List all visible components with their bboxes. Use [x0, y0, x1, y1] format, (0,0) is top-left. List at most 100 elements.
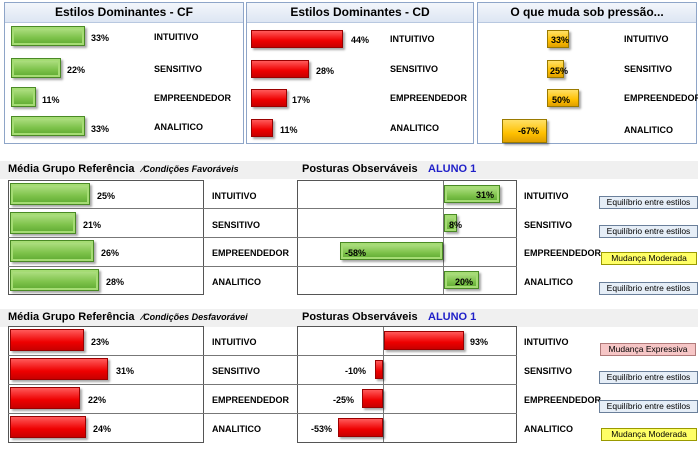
panel-cf-title: Estilos Dominantes - CF	[5, 3, 243, 23]
row-divider	[8, 266, 204, 267]
cd-bar-analitico	[251, 119, 273, 137]
fav-obs-bar-sensitivo	[444, 214, 457, 232]
row-divider	[204, 237, 517, 238]
panel-pressure: O que muda sob pressão... 33% INTUITIVO …	[477, 2, 698, 144]
desf-ref-bar-analitico	[10, 416, 86, 438]
row-divider	[8, 208, 204, 209]
row-divider	[8, 384, 517, 385]
fav-obs-pct-empreendedor: -58%	[345, 248, 367, 258]
pressure-bar-intuitivo	[547, 30, 569, 48]
desf-label2-intuitivo: INTUITIVO	[524, 337, 569, 347]
cd-pct-analitico: 11%	[280, 125, 298, 135]
fav-ref-bar-empreendedor	[10, 240, 94, 262]
desf-label-sensitivo: SENSITIVO	[212, 366, 261, 376]
section-fav-title: Média Grupo Referência ⁄Condições Favorá…	[8, 163, 239, 175]
cf-label-intuitivo: INTUITIVO	[154, 32, 199, 42]
fav-status-intuitivo: Equilíbrio entre estilos	[599, 196, 698, 209]
desf-obs-bar-sensitivo	[375, 360, 383, 379]
pressure-pct-empreendedor: 50%	[552, 95, 571, 105]
cf-bar-empreendedor	[11, 87, 36, 107]
desf-label-empreendedor: EMPREENDEDOR	[212, 395, 290, 405]
desf-status-sensitivo: Equilíbrio entre estilos	[599, 371, 698, 384]
fav-label2-sensitivo: SENSITIVO	[524, 220, 573, 230]
desf-label2-analitico: ANALITICO	[524, 424, 573, 434]
row-divider	[204, 266, 517, 267]
fav-ref-bar-intuitivo	[10, 183, 90, 205]
desf-obs-bar-intuitivo	[384, 331, 464, 350]
section-fav-axis	[443, 181, 444, 294]
pressure-label-sensitivo: SENSITIVO	[624, 64, 673, 74]
desf-ref-pct-empreendedor: 22%	[88, 395, 107, 405]
pressure-label-intuitivo: INTUITIVO	[624, 34, 669, 44]
desf-status-intuitivo: Mudança Expressiva	[600, 343, 696, 356]
fav-ref-pct-empreendedor: 26%	[101, 248, 120, 258]
panel-cf: Estilos Dominantes - CF 33% INTUITIVO 22…	[4, 2, 244, 144]
desf-status-empreendedor: Equilíbrio entre estilos	[599, 400, 698, 413]
panel-pressure-title: O que muda sob pressão...	[478, 3, 696, 23]
fav-obs-bar-analitico	[444, 271, 479, 289]
desf-ref-bar-empreendedor	[10, 387, 80, 409]
section-desf-title: Média Grupo Referência ⁄Condições Desfav…	[8, 311, 248, 323]
pressure-pct-analitico: -67%	[518, 126, 540, 136]
row-divider	[8, 413, 517, 414]
fav-label2-empreendedor: EMPREENDEDOR	[524, 248, 602, 258]
cd-label-intuitivo: INTUITIVO	[390, 34, 435, 44]
pressure-bar-sensitivo	[547, 60, 564, 78]
desf-status-analitico: Mudança Moderada	[601, 428, 697, 441]
desf-obs-pct-analitico: -53%	[311, 424, 333, 434]
pressure-bar-empreendedor	[547, 89, 579, 107]
desf-ref-pct-intuitivo: 23%	[91, 337, 110, 347]
fav-obs-pct-sensitivo: 8%	[449, 220, 463, 230]
fav-ref-pct-analitico: 28%	[106, 277, 125, 287]
pressure-label-empreendedor: EMPREENDEDOR	[624, 93, 698, 103]
cf-pct-sensitivo: 22%	[67, 65, 86, 75]
fav-status-sensitivo: Equilíbrio entre estilos	[599, 225, 698, 238]
fav-label-sensitivo: SENSITIVO	[212, 220, 261, 230]
desf-label2-empreendedor: EMPREENDEDOR	[524, 395, 602, 405]
cd-label-sensitivo: SENSITIVO	[390, 64, 439, 74]
section-fav-postures: Posturas Observáveis	[302, 163, 418, 175]
desf-ref-pct-analitico: 24%	[93, 424, 112, 434]
fav-label-intuitivo: INTUITIVO	[212, 191, 257, 201]
section-desf-axis	[383, 327, 384, 442]
section-fav-header-band	[0, 161, 698, 179]
section-desf-student: ALUNO 1	[428, 311, 477, 323]
fav-label2-analitico: ANALITICO	[524, 277, 573, 287]
cf-bar-sensitivo	[11, 58, 61, 78]
section-desf-title-text: Média Grupo Referência	[8, 311, 135, 323]
desf-ref-pct-sensitivo: 31%	[116, 366, 135, 376]
desf-obs-bar-empreendedor	[362, 389, 383, 408]
fav-label-analitico: ANALITICO	[212, 277, 261, 287]
section-fav-student: ALUNO 1	[428, 163, 477, 175]
pressure-pct-intuitivo: 33%	[551, 35, 570, 45]
cd-pct-empreendedor: 17%	[292, 95, 311, 105]
cf-label-analitico: ANALITICO	[154, 122, 203, 132]
desf-ref-bar-intuitivo	[10, 329, 84, 351]
fav-obs-pct-intuitivo: 31%	[476, 190, 495, 200]
cd-bar-intuitivo	[251, 30, 343, 48]
panel-cd-title: Estilos Dominantes - CD	[247, 3, 473, 23]
fav-label-empreendedor: EMPREENDEDOR	[212, 248, 290, 258]
cd-bar-empreendedor	[251, 89, 287, 107]
row-divider	[8, 237, 204, 238]
pressure-pct-sensitivo: 25%	[550, 66, 569, 76]
cf-pct-analitico: 33%	[91, 124, 110, 134]
desf-obs-pct-intuitivo: 93%	[470, 337, 489, 347]
row-divider	[8, 355, 517, 356]
cf-label-empreendedor: EMPREENDEDOR	[154, 93, 232, 103]
cd-label-empreendedor: EMPREENDEDOR	[390, 93, 468, 103]
cf-bar-analitico	[11, 116, 85, 136]
panel-cd: Estilos Dominantes - CD 44% INTUITIVO 28…	[246, 2, 474, 144]
cf-pct-intuitivo: 33%	[91, 33, 110, 43]
fav-obs-bar-empreendedor	[340, 242, 443, 260]
cd-label-analitico: ANALITICO	[390, 123, 439, 133]
section-desf-postures: Posturas Observáveis	[302, 311, 418, 323]
pressure-bar-analitico	[502, 119, 547, 143]
fav-ref-pct-intuitivo: 25%	[97, 191, 116, 201]
desf-obs-bar-analitico	[338, 418, 383, 437]
section-fav-title-text: Média Grupo Referência	[8, 163, 135, 175]
section-fav-subtitle: ⁄Condições Favoráveis	[141, 164, 239, 174]
fav-ref-bar-analitico	[10, 269, 99, 291]
fav-obs-bar-intuitivo	[444, 185, 500, 203]
fav-ref-bar-sensitivo	[10, 212, 76, 234]
